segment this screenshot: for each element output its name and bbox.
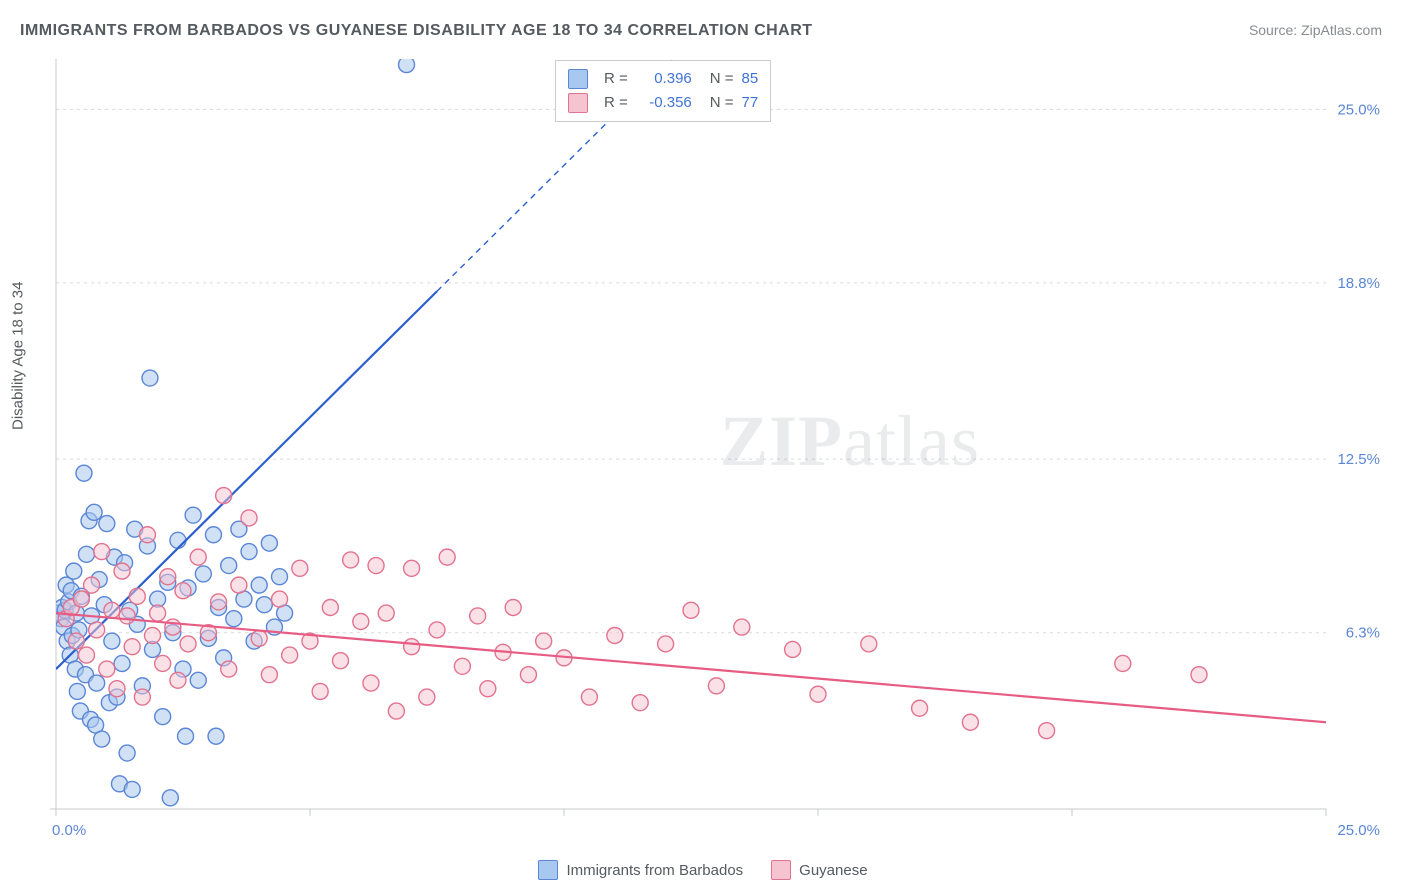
legend-item: Immigrants from Barbados — [538, 860, 743, 880]
svg-text:25.0%: 25.0% — [1337, 101, 1380, 118]
correlation-row: R =0.396N = 85 — [568, 67, 758, 91]
bottom-legend: Immigrants from Barbados Guyanese — [0, 860, 1406, 884]
source-credit: Source: ZipAtlas.com — [1249, 22, 1382, 38]
svg-text:6.3%: 6.3% — [1346, 625, 1380, 642]
svg-text:25.0%: 25.0% — [1337, 822, 1380, 839]
correlation-legend: R =0.396N = 85R =-0.356N = 77 — [555, 60, 771, 122]
svg-text:18.8%: 18.8% — [1337, 275, 1380, 292]
svg-text:12.5%: 12.5% — [1337, 451, 1380, 468]
svg-text:0.0%: 0.0% — [52, 822, 86, 839]
correlation-row: R =-0.356N = 77 — [568, 91, 758, 115]
chart-container: IMMIGRANTS FROM BARBADOS VS GUYANESE DIS… — [0, 0, 1406, 892]
legend-item: Guyanese — [771, 860, 867, 880]
chart-svg: 6.3% 12.5% 18.8% 25.0% 0.0% 25.0% — [50, 55, 1386, 845]
chart-title: IMMIGRANTS FROM BARBADOS VS GUYANESE DIS… — [20, 22, 813, 40]
y-axis-label: Disability Age 18 to 34 — [10, 282, 27, 430]
plot-area: 6.3% 12.5% 18.8% 25.0% 0.0% 25.0% — [50, 55, 1386, 845]
source-link[interactable]: ZipAtlas.com — [1301, 22, 1382, 38]
source-label: Source: — [1249, 22, 1297, 38]
